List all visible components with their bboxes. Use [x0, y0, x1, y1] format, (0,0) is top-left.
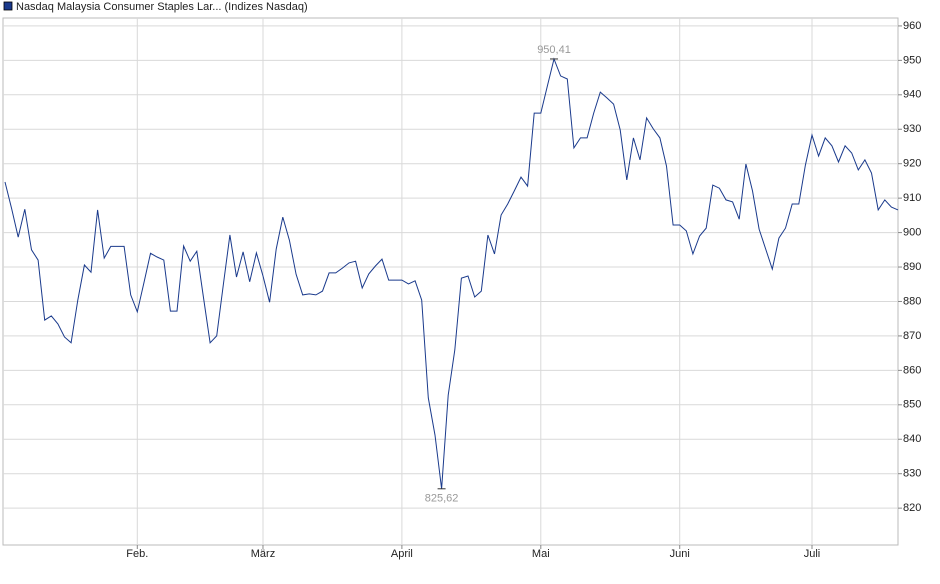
line: [4, 57, 899, 489]
y-tick-label: 890: [903, 261, 921, 273]
y-tick-label: 960: [903, 20, 921, 32]
y-tick-label: 830: [903, 468, 921, 480]
plot-area: [2, 17, 899, 546]
x-tick-label: Feb.: [126, 548, 148, 560]
y-tick-label: 860: [903, 364, 921, 376]
chart-title: Nasdaq Malaysia Consumer Staples Lar... …: [16, 1, 308, 13]
x-tick-label: März: [251, 548, 275, 560]
y-tick-label: 850: [903, 399, 921, 411]
y-tick-label: 880: [903, 295, 921, 307]
y-tick-label: 930: [903, 123, 921, 135]
y-tick-label: 870: [903, 330, 921, 342]
y-tick-label: 820: [903, 502, 921, 514]
x-tick-label: Juli: [804, 548, 821, 560]
y-tick-label: 840: [903, 433, 921, 445]
legend-swatch: [3, 1, 13, 11]
y-tick-label: 910: [903, 192, 921, 204]
value-label: 950,41: [537, 44, 571, 56]
y-tick-label: 950: [903, 54, 921, 66]
x-tick-label: Mai: [532, 548, 550, 560]
value-label: 825,62: [425, 493, 459, 505]
x-tick-label: April: [391, 548, 413, 560]
y-tick-label: 940: [903, 89, 921, 101]
x-tick-label: Juni: [670, 548, 690, 560]
y-tick-label: 920: [903, 158, 921, 170]
y-tick-label: 900: [903, 226, 921, 238]
